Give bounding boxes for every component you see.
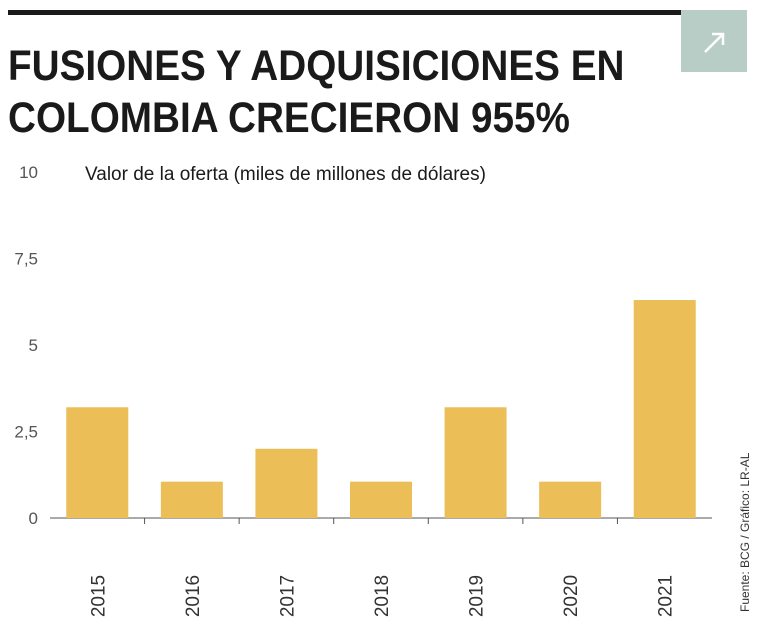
y-tick-label: 7,5 bbox=[14, 250, 38, 269]
y-tick-label: 5 bbox=[29, 336, 38, 355]
bar-2020 bbox=[539, 481, 602, 518]
x-tick-label-2015: 2015 bbox=[88, 575, 109, 617]
bar-2021 bbox=[633, 300, 696, 518]
chart-subtitle: Valor de la oferta (miles de millones de… bbox=[85, 164, 486, 185]
bar-2017 bbox=[255, 448, 318, 518]
y-tick-label: 2,5 bbox=[14, 423, 38, 442]
top-rule bbox=[8, 10, 708, 15]
bar-chart: 02,557,510 2015 2016 2017 2018 2019 2020 2021 … bbox=[14, 163, 712, 617]
bar-2019 bbox=[444, 407, 507, 518]
bar-2018 bbox=[350, 481, 412, 518]
title-line-2: COLOMBIA CRECIERON 955% bbox=[8, 94, 570, 142]
x-tick-label-2021: 2021 bbox=[656, 575, 677, 617]
x-tick-label-2017: 2017 bbox=[277, 575, 298, 617]
arrow-up-right-icon bbox=[704, 32, 725, 53]
x-tick-label-2020: 2020 bbox=[561, 575, 582, 617]
x-tick-label-2016: 2016 bbox=[183, 575, 204, 617]
chart-title: FUSIONES Y ADQUISICIONES EN COLOMBIA CRE… bbox=[8, 40, 710, 144]
title-line-1: FUSIONES Y ADQUISICIONES EN bbox=[8, 42, 625, 90]
expand-button[interactable] bbox=[681, 10, 747, 72]
source-credit: Fuente: BCG / Gráfico: LR-AL bbox=[738, 452, 752, 612]
bar-2015 bbox=[66, 407, 129, 518]
y-tick-label: 10 bbox=[19, 163, 38, 182]
x-tick-label-2019: 2019 bbox=[467, 575, 488, 617]
y-tick-label: 0 bbox=[29, 509, 38, 528]
bar-2016 bbox=[160, 481, 223, 518]
x-tick-label-2018: 2018 bbox=[372, 575, 393, 617]
